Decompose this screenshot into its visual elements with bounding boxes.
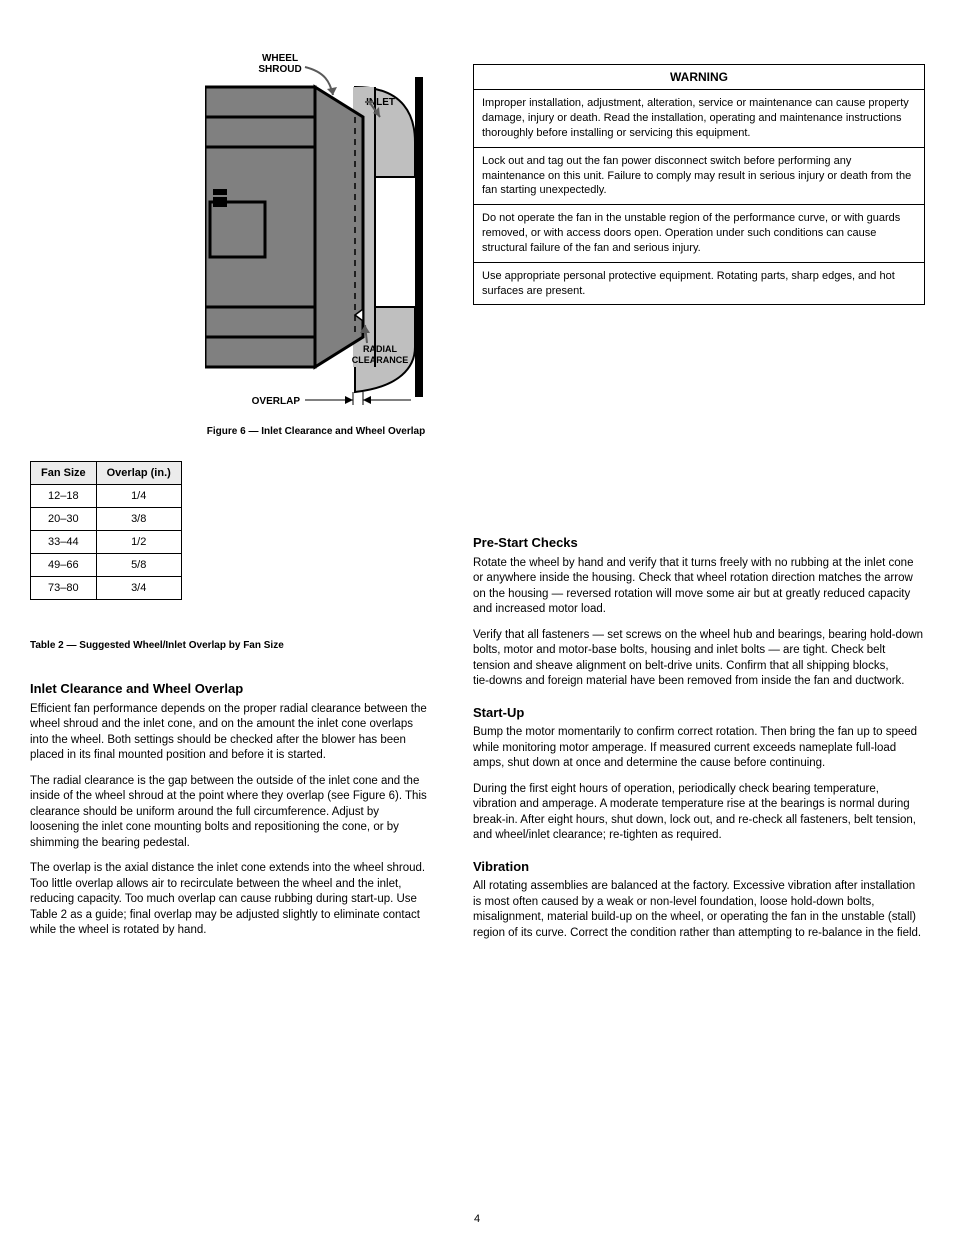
left-column: Inlet Clearance and Wheel Overlap Effici…	[30, 666, 430, 949]
table-row: 20–303/8	[31, 508, 182, 531]
right-column: Pre‑Start Checks Rotate the wheel by han…	[473, 520, 925, 951]
svg-text:OVERLAP: OVERLAP	[252, 396, 301, 407]
overlap-th-val: Overlap (in.)	[96, 462, 181, 485]
inlet-diagram: WHEEL SHROUD INLET RADIAL CLEARANCE OVER…	[205, 47, 427, 415]
body-paragraph: Verify that all fasteners — set screws o…	[473, 628, 925, 690]
warning-row: Use appropriate personal protective equi…	[474, 262, 925, 305]
body-paragraph: Bump the motor momentarily to confirm co…	[473, 725, 925, 772]
body-paragraph: The overlap is the axial distance the in…	[30, 861, 430, 939]
overlap-table-caption: Table 2 — Suggested Wheel/Inlet Overlap …	[30, 640, 284, 651]
svg-text:RADIAL: RADIAL	[363, 344, 397, 354]
table-row: 33–441/2	[31, 531, 182, 554]
svg-text:CLEARANCE: CLEARANCE	[352, 355, 409, 365]
section-heading: Pre‑Start Checks	[473, 534, 925, 552]
body-paragraph: The radial clearance is the gap between …	[30, 774, 430, 852]
inlet-diagram-svg: WHEEL SHROUD INLET RADIAL CLEARANCE OVER…	[205, 47, 427, 415]
warning-row: Improper installation, adjustment, alter…	[474, 90, 925, 148]
overlap-th-size: Fan Size	[31, 462, 97, 485]
body-paragraph: During the first eight hours of operatio…	[473, 782, 925, 844]
body-paragraph: Rotate the wheel by hand and verify that…	[473, 556, 925, 618]
page-number: 4	[0, 1213, 954, 1225]
body-paragraph: Efficient fan performance depends on the…	[30, 702, 430, 764]
warning-table: WARNING Improper installation, adjustmen…	[473, 64, 925, 305]
warning-row: Lock out and tag out the fan power disco…	[474, 147, 925, 205]
warning-title: WARNING	[474, 65, 925, 90]
section-heading: Start‑Up	[473, 704, 925, 722]
svg-text:WHEEL: WHEEL	[262, 53, 298, 64]
body-paragraph: All rotating assemblies are balanced at …	[473, 879, 925, 941]
section-heading: Vibration	[473, 858, 925, 876]
svg-text:SHROUD: SHROUD	[258, 64, 301, 75]
figure-caption: Figure 6 — Inlet Clearance and Wheel Ove…	[205, 426, 427, 437]
table-row: 12–181/4	[31, 485, 182, 508]
table-row: 49–665/8	[31, 554, 182, 577]
table-row: 73–803/4	[31, 577, 182, 600]
section-heading: Inlet Clearance and Wheel Overlap	[30, 680, 430, 698]
warning-row: Do not operate the fan in the unstable r…	[474, 205, 925, 263]
overlap-table: Fan Size Overlap (in.) 12–181/4 20–303/8…	[30, 461, 182, 600]
